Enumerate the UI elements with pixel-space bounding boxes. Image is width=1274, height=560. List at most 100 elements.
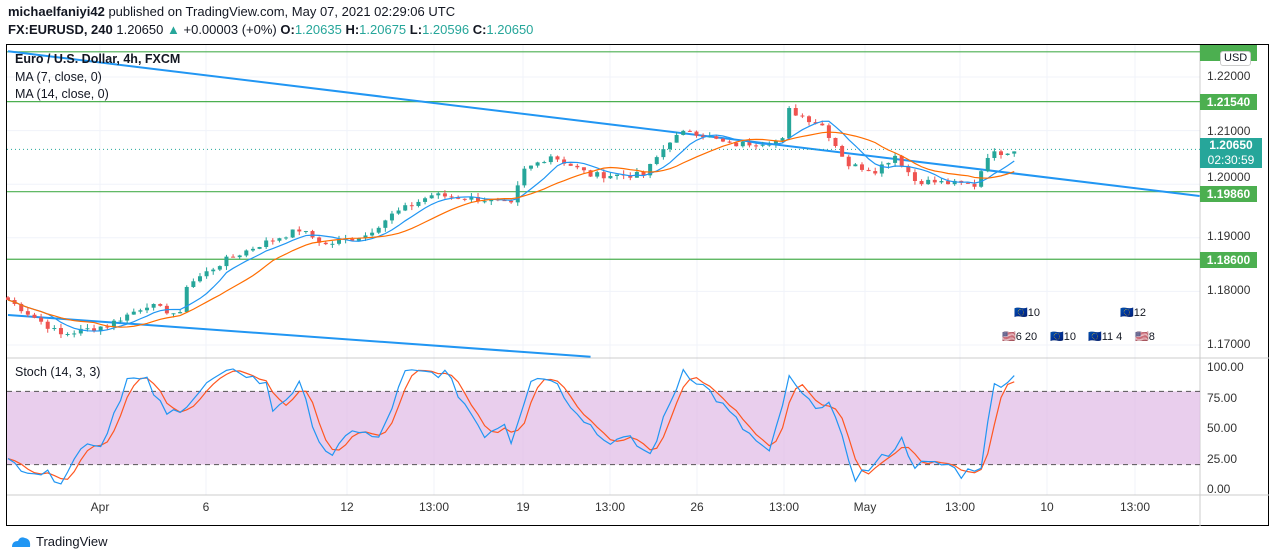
candle-body <box>760 144 765 146</box>
eu-flag-event[interactable]: 🇪🇺10 <box>1050 331 1076 343</box>
candle-body <box>436 193 441 196</box>
candle-body <box>608 175 613 179</box>
candle-body <box>502 200 507 202</box>
tradingview-logo[interactable]: TradingView <box>10 534 108 549</box>
time-tick-label: 13:00 <box>1119 500 1151 514</box>
ma14-legend[interactable]: MA (14, close, 0) <box>15 87 109 101</box>
candle-body <box>65 334 70 336</box>
eu-flag-event[interactable]: 🇪🇺11 4 <box>1088 331 1123 343</box>
time-tick-label: 19 <box>516 500 530 514</box>
candle-body <box>648 163 653 176</box>
candle-body <box>105 326 110 328</box>
high-label: H: <box>345 22 360 37</box>
candle-body <box>992 151 997 158</box>
candle-body <box>979 171 984 187</box>
candle-body <box>429 195 434 199</box>
us-flag-event[interactable]: 🇺🇸8 <box>1135 331 1155 343</box>
candle-body <box>787 108 792 139</box>
candle-body <box>211 269 216 272</box>
candle-body <box>409 205 414 207</box>
candle-body <box>522 168 527 186</box>
candle-body <box>396 210 401 214</box>
candle-body <box>581 167 586 171</box>
time-tick-label: 6 <box>202 500 210 514</box>
high-value: 1.20675 <box>359 22 407 37</box>
current-price: 1.20650 <box>1209 138 1253 152</box>
ma7-legend[interactable]: MA (7, close, 0) <box>15 70 102 84</box>
author[interactable]: michaelfaniyi42 <box>8 4 105 19</box>
us-flag-event[interactable]: 🇺🇸6 20 <box>1002 331 1038 343</box>
stoch-band <box>7 391 1200 465</box>
stoch-tick-label: 50.00 <box>1207 421 1238 435</box>
event-label: 10 <box>1027 307 1040 319</box>
cloud-icon <box>12 536 31 547</box>
eu-flag-event[interactable]: 🇪🇺12 <box>1120 307 1146 319</box>
time-tick-label: 13:00 <box>944 500 976 514</box>
candle-body <box>926 179 931 185</box>
candle-body <box>125 314 130 321</box>
candle-body <box>370 232 375 236</box>
candle-body <box>939 181 944 183</box>
last-price: 1.20650 <box>116 22 164 37</box>
candle-body <box>754 145 759 147</box>
price-tick-label: 1.18000 <box>1207 283 1251 297</box>
stoch-d-line <box>7 369 1015 480</box>
publish-text: published on TradingView.com, May 07, 20… <box>108 4 456 19</box>
candle-body <box>171 313 176 315</box>
candle-body <box>681 130 686 135</box>
candle-body <box>224 256 229 267</box>
time-tick-label: 13:00 <box>768 500 800 514</box>
stoch-legend[interactable]: Stoch (14, 3, 3) <box>15 365 101 379</box>
candle-body <box>879 164 884 174</box>
low-label: L: <box>409 22 423 37</box>
time-tick-label: 10 <box>1040 500 1054 514</box>
candle-body <box>476 196 481 202</box>
candle-body <box>250 248 255 251</box>
candle-body <box>661 149 666 158</box>
change: +0.00003 (+0%) <box>183 22 277 37</box>
candle-body <box>740 141 745 147</box>
chart-frame[interactable] <box>6 44 1269 526</box>
candle-body <box>846 156 851 167</box>
candle-body <box>25 311 30 315</box>
event-label: 12 <box>1133 307 1146 319</box>
candle-body <box>720 138 725 142</box>
candle-body <box>118 320 123 322</box>
candle-body <box>231 256 236 258</box>
candle-body <box>734 142 739 147</box>
candle-body <box>376 227 381 233</box>
close-label: C: <box>472 22 487 37</box>
candle-body <box>191 281 196 287</box>
price-tick-label: 1.19000 <box>1207 229 1251 243</box>
time-tick-label: 26 <box>690 500 704 514</box>
candle-body <box>714 136 719 139</box>
price-tick-label: 1.17000 <box>1207 337 1251 351</box>
candle-body <box>535 162 540 166</box>
candle-body <box>562 159 567 164</box>
candle-body <box>886 162 891 165</box>
candle-body <box>237 255 242 258</box>
level-tag: 1.18600 <box>1200 252 1257 268</box>
candle-body <box>807 116 812 123</box>
candle-body <box>204 271 209 277</box>
candle-body <box>158 304 163 306</box>
symbol: FX:EURUSD, 240 <box>8 22 113 37</box>
trendline <box>7 313 591 358</box>
up-arrow-icon: ▲ <box>167 22 180 37</box>
currency-label[interactable]: USD <box>1220 51 1252 66</box>
event-label: 6 20 <box>1015 331 1038 343</box>
candle-body <box>456 197 461 199</box>
candle-body <box>747 141 752 146</box>
candle-body <box>423 198 428 202</box>
candle-body <box>138 310 143 312</box>
candle-body <box>98 326 103 331</box>
candle-body <box>270 240 275 242</box>
stoch-tick-label: 25.00 <box>1207 451 1238 466</box>
candle-body <box>145 307 150 311</box>
candle-body <box>217 266 222 270</box>
candle-body <box>416 201 421 206</box>
candle-body <box>575 165 580 168</box>
eu-flag-event[interactable]: 🇪🇺10 <box>1014 307 1040 319</box>
candle-body <box>773 140 778 145</box>
